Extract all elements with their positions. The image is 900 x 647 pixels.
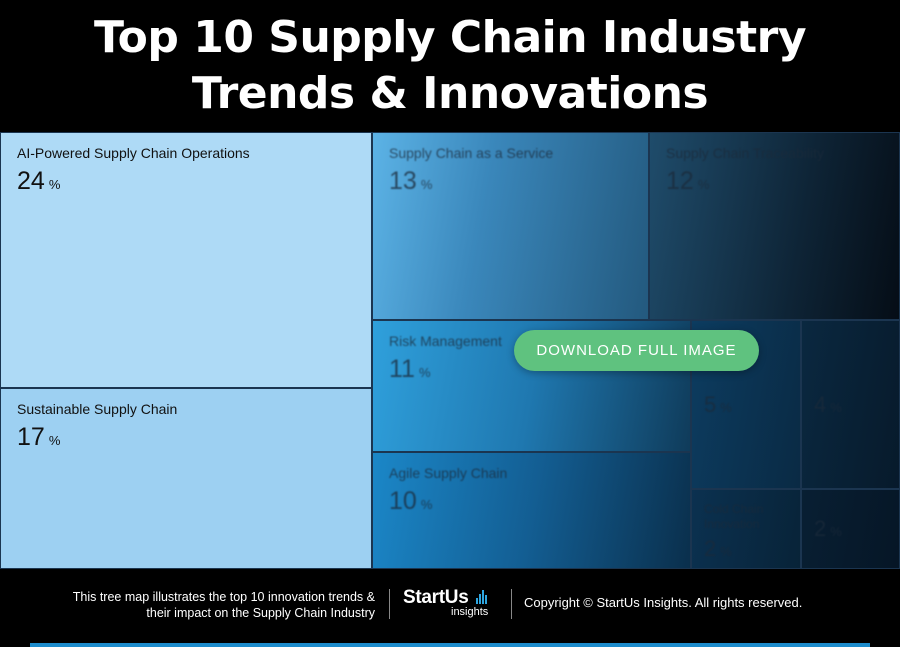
copyright-text: Copyright © StartUs Insights. All rights… (524, 595, 803, 610)
treemap-tile-value-unit: % (48, 177, 61, 192)
logo-subtitle: insights (451, 606, 489, 618)
treemap-tile-value-number: 11 (389, 355, 415, 383)
bar-chart-icon (475, 590, 488, 609)
treemap-tile-value-number: 5 (704, 391, 717, 417)
treemap-tile-value-number: 2 (814, 516, 827, 541)
treemap-tile-value-unit: % (420, 497, 433, 512)
download-full-image-button[interactable]: DOWNLOAD FULL IMAGE (514, 330, 759, 371)
treemap-tile-value-unit: % (420, 177, 433, 192)
treemap-tile: 2% (801, 489, 900, 569)
treemap-tile-label: Risk Management (389, 333, 502, 349)
treemap-tile-value-unit: % (720, 544, 732, 559)
footer-divider-right (511, 589, 512, 619)
treemap-tile-label: Supply Chain Traceability (666, 145, 824, 161)
treemap-tile-value-number: 4 (814, 391, 827, 417)
treemap-tile-label: AI-Powered Supply Chain Operations (17, 145, 250, 161)
treemap-tile-value: 24% (17, 167, 60, 196)
treemap-tile-value: 10% (389, 487, 432, 516)
treemap-tile-value-unit: % (720, 399, 732, 415)
treemap-tile-label: Supply Chain as a Service (389, 145, 554, 161)
treemap-tile-value-unit: % (830, 399, 842, 415)
treemap-tile-value: 4% (814, 392, 842, 418)
treemap-tile-value-number: 2 (704, 536, 717, 561)
treemap-tile: 5% (691, 320, 801, 489)
footer-description: This tree map illustrates the top 10 inn… (15, 589, 375, 621)
title-line-2: Trends & Innovations (191, 68, 709, 119)
treemap-tile: Cold Chain Innovation 2% (691, 489, 801, 569)
treemap-tile-value-unit: % (697, 177, 710, 192)
treemap-tile-value-number: 12 (666, 167, 694, 195)
treemap-tile-value-number: 24 (17, 167, 45, 195)
treemap-chart: AI-Powered Supply Chain Operations 24% Sus… (0, 132, 900, 569)
page-title: Top 10 Supply Chain Industry Trends & In… (0, 0, 900, 132)
treemap-tile-value: 17% (17, 423, 60, 452)
treemap-tile-value-number: 17 (17, 423, 45, 451)
treemap-tile-value-number: 13 (389, 167, 417, 195)
footer-accent-bar (30, 643, 870, 647)
footer: This tree map illustrates the top 10 inn… (0, 569, 900, 647)
treemap-tile-value: 2% (814, 516, 842, 542)
title-line-1: Top 10 Supply Chain Industry (94, 12, 807, 63)
treemap-tile-value: 12% (666, 167, 709, 196)
footer-description-line-2: their impact on the Supply Chain Industr… (146, 606, 375, 620)
treemap-tile-value-unit: % (48, 433, 61, 448)
treemap-tile-value-unit: % (830, 524, 842, 539)
treemap-tile-value: 5% (704, 392, 732, 418)
treemap-tile-value: 2% (704, 536, 732, 562)
footer-divider-left (389, 589, 390, 619)
treemap-tile: Supply Chain Traceability 12% (649, 132, 900, 320)
treemap-tile: 4% (801, 320, 900, 489)
treemap-tile: Supply Chain as a Service 13% (372, 132, 649, 320)
treemap-tile-value-unit: % (418, 365, 431, 380)
treemap-tile: Sustainable Supply Chain 17% (0, 388, 372, 569)
treemap-tile-label: Agile Supply Chain (389, 465, 508, 481)
treemap-tile-value: 11% (389, 355, 431, 384)
treemap-tile-value: 13% (389, 167, 432, 196)
treemap-tile: AI-Powered Supply Chain Operations 24% (0, 132, 372, 388)
treemap-tile-label: Sustainable Supply Chain (17, 401, 178, 417)
treemap-tile: Agile Supply Chain 10% (372, 452, 691, 569)
footer-description-line-1: This tree map illustrates the top 10 inn… (72, 590, 375, 604)
treemap-tile-value-number: 10 (389, 487, 417, 515)
logo-name: StartUs (403, 587, 469, 608)
startus-logo[interactable]: StartUs insights (403, 587, 488, 618)
treemap-tile-label: Cold Chain Innovation (704, 502, 764, 531)
